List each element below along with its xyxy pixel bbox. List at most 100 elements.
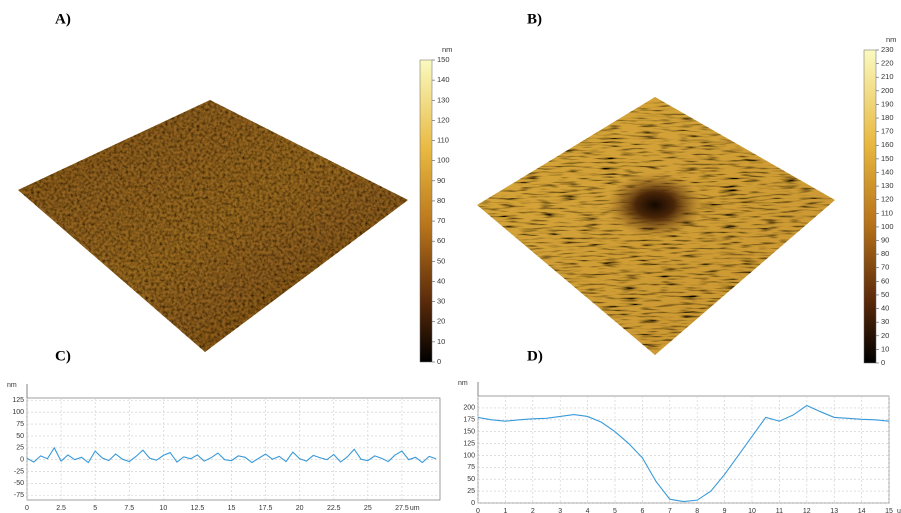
- colorbar-tick-label: 200: [881, 86, 894, 95]
- x-tick-label: 0: [476, 508, 480, 513]
- colorbar-tick-label: 190: [881, 99, 894, 108]
- panel-label: A): [55, 11, 71, 27]
- colorbar-unit: nm: [442, 45, 452, 54]
- x-tick-label: 0: [25, 505, 29, 512]
- colorbar-tick-label: 80: [437, 196, 445, 205]
- profile-line: [26, 446, 437, 464]
- x-tick-label: 12: [803, 508, 811, 513]
- colorbar-tick-label: 170: [881, 127, 894, 136]
- x-unit: um: [410, 505, 420, 512]
- colorbar-tick-label: 150: [881, 154, 894, 163]
- colorbar-tick-label: 110: [881, 208, 893, 217]
- colorbar-unit: nm: [886, 35, 896, 44]
- colorbar-tick-label: 60: [881, 276, 889, 285]
- plot-area: [477, 395, 890, 504]
- colorbar-tick-label: 0: [881, 358, 885, 367]
- colorbar-tick-label: 230: [881, 45, 894, 54]
- y-tick-label: -50: [14, 480, 24, 487]
- x-tick-label: 2: [531, 508, 535, 513]
- colorbar-tick-label: 120: [437, 115, 450, 124]
- colorbar-tick-label: 160: [881, 140, 894, 149]
- y-tick-label: 175: [463, 417, 475, 424]
- x-tick-label: 20: [296, 505, 304, 512]
- x-tick-label: 10: [159, 505, 167, 512]
- x-tick-label: 27.5: [395, 505, 409, 512]
- surface-a: [18, 100, 408, 352]
- x-tick-label: 12.5: [191, 505, 205, 512]
- colorbar-tick-label: 10: [881, 344, 889, 353]
- x-tick-label: 13: [830, 508, 838, 513]
- panel-label: D): [527, 348, 543, 364]
- colorbar-tick-label: 90: [437, 176, 445, 185]
- y-tick-label: 100: [12, 409, 24, 416]
- panel-label: C): [55, 348, 71, 364]
- colorbar-tick-label: 110: [437, 136, 449, 145]
- y-tick-label: 75: [16, 421, 24, 428]
- y-tick-label: 50: [16, 433, 24, 440]
- colorbar-tick-label: 60: [437, 236, 445, 245]
- x-tick-label: 15: [885, 508, 893, 513]
- colorbar-tick-label: 10: [437, 337, 445, 346]
- colorbar-tick-label: 70: [437, 216, 445, 225]
- colorbar-tick-label: 180: [881, 113, 894, 122]
- colorbar-tick-label: 100: [437, 156, 450, 165]
- y-tick-label: 25: [467, 488, 475, 495]
- x-tick-label: 17.5: [259, 505, 273, 512]
- colorbar-tick-label: 0: [437, 357, 441, 366]
- x-unit: um: [897, 508, 901, 513]
- x-tick-label: 5: [93, 505, 97, 512]
- colorbar: [419, 59, 433, 363]
- colorbar-tick-label: 210: [881, 72, 894, 81]
- x-tick-label: 6: [640, 508, 644, 513]
- colorbar-tick-label: 50: [881, 290, 889, 299]
- y-tick-label: 0: [20, 457, 24, 464]
- y-unit: nm: [458, 380, 468, 387]
- y-tick-label: 25: [16, 445, 24, 452]
- surface-image: [18, 100, 408, 352]
- y-tick-label: 75: [467, 464, 475, 471]
- x-tick-label: 14: [858, 508, 866, 513]
- y-tick-label: -25: [14, 468, 24, 475]
- colorbar-tick-label: 150: [437, 55, 450, 64]
- colorbar-tick-label: 20: [881, 331, 889, 340]
- y-unit: nm: [7, 382, 17, 389]
- y-tick-label: 50: [467, 476, 475, 483]
- y-tick-label: 100: [463, 452, 475, 459]
- colorbar-tick-label: 140: [881, 167, 894, 176]
- colorbar-tick-label: 120: [881, 195, 894, 204]
- colorbar-tick-label: 50: [437, 256, 445, 265]
- colorbar: [863, 49, 877, 364]
- surface-b: [477, 97, 835, 355]
- x-tick-label: 9: [723, 508, 727, 513]
- colorbar-tick-label: 80: [881, 249, 889, 258]
- y-tick-label: 150: [463, 429, 475, 436]
- y-tick-label: 200: [463, 405, 475, 412]
- x-tick-label: 4: [586, 508, 590, 513]
- x-tick-label: 7.5: [124, 505, 134, 512]
- x-tick-label: 8: [695, 508, 699, 513]
- x-tick-label: 3: [558, 508, 562, 513]
- x-tick-label: 15: [228, 505, 236, 512]
- x-tick-label: 11: [776, 508, 783, 513]
- colorbar-tick-label: 130: [881, 181, 894, 190]
- colorbar-tick-label: 40: [437, 276, 445, 285]
- y-tick-label: 125: [12, 397, 24, 404]
- x-tick-label: 22.5: [327, 505, 341, 512]
- x-tick-label: 25: [364, 505, 372, 512]
- colorbar-tick-label: 40: [881, 304, 889, 313]
- plot-area: [26, 397, 441, 501]
- x-tick-label: 5: [613, 508, 617, 513]
- colorbar-tick-label: 30: [437, 297, 445, 306]
- colorbar-tick-label: 100: [881, 222, 894, 231]
- x-tick-label: 10: [748, 508, 756, 513]
- crater: [607, 173, 703, 237]
- colorbar-tick-label: 220: [881, 59, 894, 68]
- y-tick-label: 125: [463, 440, 475, 447]
- profile-line: [477, 404, 890, 503]
- colorbar-tick-label: 70: [881, 263, 889, 272]
- colorbar-tick-label: 20: [437, 317, 445, 326]
- colorbar-tick-label: 130: [437, 95, 450, 104]
- x-tick-label: 2.5: [56, 505, 66, 512]
- colorbar-tick-label: 90: [881, 236, 889, 245]
